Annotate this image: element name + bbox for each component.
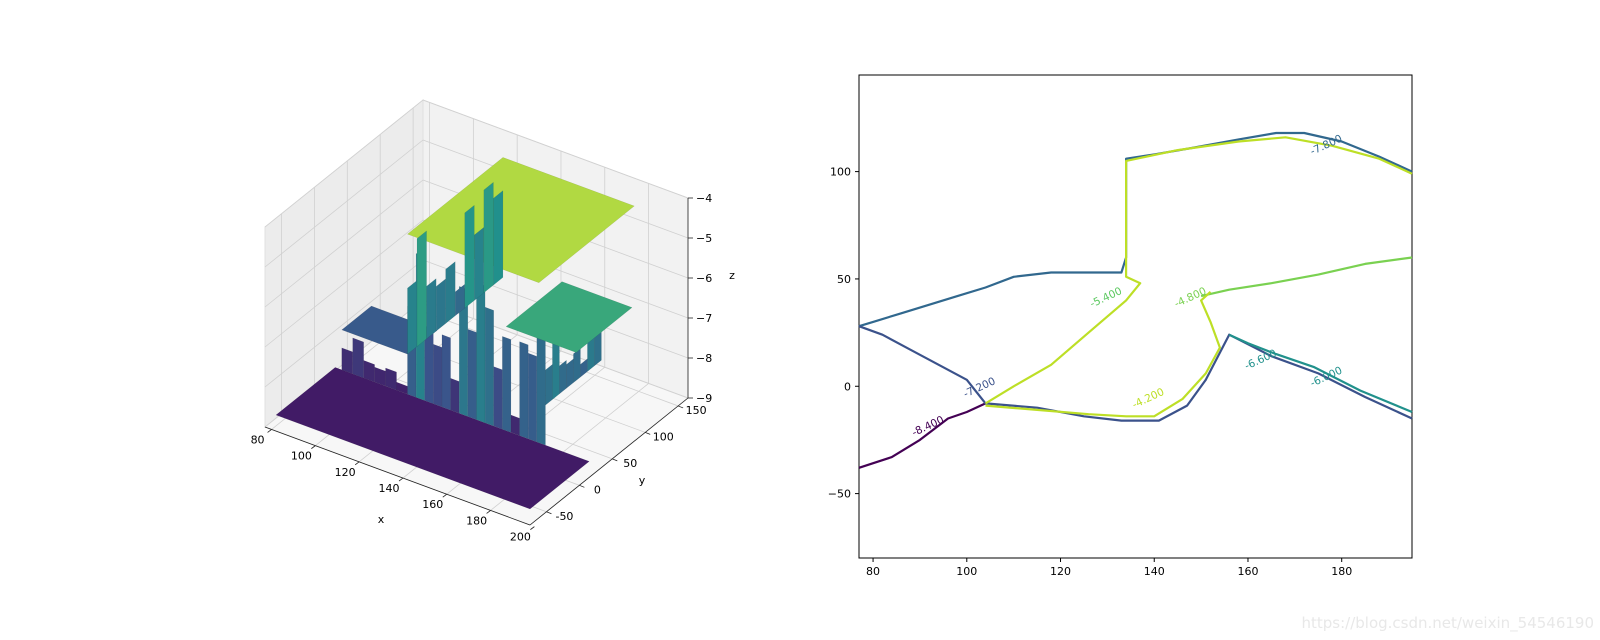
x-tick-label: 140: [378, 482, 399, 495]
surface-wall-front: [519, 341, 529, 440]
y-tick-label: −50: [828, 488, 851, 501]
x-tick-label: 180: [1331, 565, 1352, 578]
surface-wall-front: [476, 282, 486, 424]
y-tick-label: 50: [837, 273, 851, 286]
contour-line-5: [984, 136, 1413, 405]
x-tick-label: 140: [1144, 565, 1165, 578]
watermark: https://blog.csdn.net/weixin_54546190: [1301, 614, 1594, 632]
grid-z-left: [264, 99, 424, 228]
y-tick-label: 100: [653, 430, 674, 443]
y-tick-label: 150: [686, 404, 707, 417]
surface-wall-ledge: [341, 347, 353, 375]
contour-lines: [858, 131, 1413, 469]
surface-wall-left: [445, 261, 456, 324]
z-tick-label: −8: [696, 352, 712, 365]
y-tick: [579, 484, 585, 488]
z-tick-label: −5: [696, 232, 712, 245]
grid-z-left: [264, 139, 424, 268]
z-tick-label: −4: [696, 192, 712, 205]
contour-chart: -8.400-7.800-7.200-6.600-6.000-5.400 -4.8…: [828, 74, 1413, 578]
surface-wall-left: [493, 190, 504, 286]
surface-wall-front: [467, 328, 477, 420]
tick-labels: 80 100 120 140 160 180 200 -50 0 50 100 150−9 −8 −7 −6…: [251, 192, 713, 544]
surface-floor: [275, 367, 590, 510]
surface-wall-left: [426, 278, 437, 340]
surface-wall-ledge: [385, 367, 397, 391]
x-axis-label: x: [378, 513, 385, 526]
y-tick-label: 50: [623, 457, 637, 470]
x-tick: [354, 461, 360, 466]
surface-wall-ledge: [363, 360, 375, 383]
axis-line: [264, 426, 531, 526]
z-tick-label: −7: [696, 312, 712, 325]
surface-wall-front: [433, 343, 443, 408]
y-tick-label: -50: [555, 510, 573, 523]
tick-labels: 80 100 120 140 160 180 −50 0 50 100: [828, 166, 1352, 578]
plot-frame: [858, 74, 1413, 559]
surface-wall-side: [559, 359, 567, 395]
x-tick-label: 100: [956, 565, 977, 578]
surface-wall-front: [536, 332, 546, 446]
surface-wall-left: [483, 181, 494, 294]
y-tick-label: 100: [830, 166, 851, 179]
x-tick-label: 160: [1237, 565, 1258, 578]
surface-wall-left: [416, 230, 427, 347]
surface-wall-side: [545, 363, 553, 406]
surface-terrace: [505, 281, 633, 353]
x-tick: [530, 526, 535, 530]
surface-wall-side: [573, 347, 581, 384]
contour-line-6: [985, 290, 1221, 418]
y-axis-label: y: [639, 474, 646, 487]
surface-wall-front: [424, 330, 434, 405]
surface-wall-front: [528, 352, 538, 443]
y-tick: [612, 458, 618, 462]
x-tick-label: 180: [466, 514, 487, 527]
surface-wall-front: [493, 366, 503, 430]
x-tick-label: 200: [510, 531, 531, 544]
grid-z-left: [264, 259, 424, 388]
surface-wall-front: [502, 336, 512, 433]
x-tick-label: 80: [251, 433, 265, 446]
y-tick: [645, 432, 651, 435]
grid-z-left: [264, 219, 424, 348]
x-tick-label: 120: [335, 466, 356, 479]
surface: [275, 157, 635, 510]
x-tick-label: 100: [291, 450, 312, 463]
z-tick-label: −6: [696, 272, 712, 285]
surface-3d-chart: 80 100 120 140 160 180 200 -50 0 50 100 150−9 −8 −7 −6…: [251, 98, 735, 544]
x-tick: [442, 493, 448, 498]
surface-wall-front: [510, 414, 520, 436]
contour-line-0: [858, 402, 986, 469]
surface-wall-left: [474, 226, 485, 301]
surface-wall-left: [407, 280, 418, 355]
contour-line-3: [1228, 333, 1413, 414]
x-tick-label: 120: [1050, 565, 1071, 578]
surface-wall-ledge: [352, 337, 364, 379]
x-tick: [267, 429, 272, 433]
y-tick: [546, 511, 552, 515]
grid-y-floor: [412, 307, 679, 407]
grid-z-left: [264, 179, 424, 308]
contour-line-4: [1200, 256, 1413, 298]
surface-wall-front: [441, 334, 451, 411]
surface-wall-front: [450, 378, 460, 414]
y-tick-label: 0: [594, 483, 601, 496]
z-tick-label: −9: [696, 392, 712, 405]
x-tick-label: 160: [422, 498, 443, 511]
surface-wall-left: [435, 278, 446, 332]
surface-wall-left: [464, 204, 475, 309]
y-tick: [677, 405, 684, 409]
x-tick: [486, 510, 491, 514]
axis-line: [529, 397, 689, 526]
x-tick: [311, 445, 316, 449]
x-tick-label: 80: [866, 565, 880, 578]
surface-wall-front: [484, 306, 494, 427]
z-axis-label: z: [729, 269, 735, 282]
x-tick: [398, 477, 404, 482]
y-tick-label: 0: [844, 380, 851, 393]
grid-z-right: [422, 99, 689, 199]
contour-line-2: [858, 325, 1413, 422]
